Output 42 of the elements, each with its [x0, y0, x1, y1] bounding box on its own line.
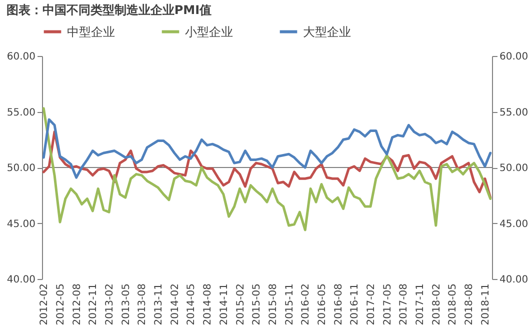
- x-tick-label: 2012-11: [88, 284, 100, 326]
- chart-title: 图表：中国不同类型制造业企业PMI值: [6, 3, 212, 17]
- x-tick-label: 2018-11: [480, 284, 492, 326]
- legend-label: 中型企业: [67, 24, 115, 39]
- x-tick-label: 2014-08: [202, 284, 214, 326]
- x-tick-label: 2012-02: [39, 284, 50, 326]
- x-tick-label: 2018-02: [431, 284, 442, 326]
- x-tick-label: 2017-02: [366, 284, 378, 326]
- x-tick-label: 2017-11: [415, 284, 426, 326]
- x-tick-label: 2016-05: [316, 284, 328, 326]
- x-tick-label: 2015-05: [252, 284, 263, 326]
- y-tick-label: 50.00: [6, 163, 36, 174]
- x-tick-label: 2017-05: [382, 284, 394, 326]
- y-tick-label: 55.00: [6, 107, 36, 118]
- y2-tick-label: 40.00: [500, 274, 528, 286]
- x-tick-label: 2014-05: [186, 284, 198, 326]
- x-tick-label: 2013-11: [154, 284, 165, 326]
- legend-label: 大型企业: [303, 24, 351, 39]
- x-tick-label: 2016-08: [333, 284, 344, 326]
- x-tick-label: 2014-02: [170, 284, 181, 326]
- x-tick-label: 2012-08: [72, 284, 83, 326]
- x-tick-label: 2014-11: [218, 284, 230, 326]
- x-tick-label: 2015-11: [284, 284, 296, 326]
- x-tick-label: 2016-11: [350, 284, 361, 326]
- y-tick-label: 45.00: [6, 218, 36, 230]
- x-tick-label: 2016-02: [300, 284, 312, 326]
- y-tick-label: 40.00: [6, 274, 36, 286]
- x-tick-label: 2017-08: [398, 284, 410, 326]
- x-tick-label: 2015-08: [268, 284, 279, 326]
- x-tick-label: 2015-02: [235, 284, 246, 326]
- y2-tick-label: 50.00: [500, 163, 528, 174]
- x-tick-label: 2013-02: [104, 284, 116, 326]
- y2-tick-label: 45.00: [500, 218, 528, 230]
- y2-tick-label: 55.00: [500, 107, 528, 118]
- x-tick-label: 2018-05: [448, 284, 459, 326]
- x-tick-label: 2012-05: [55, 284, 66, 326]
- legend-label: 小型企业: [185, 24, 233, 39]
- y2-tick-label: 60.00: [500, 52, 528, 62]
- x-tick-label: 2013-08: [137, 284, 148, 326]
- y-tick-label: 60.00: [6, 52, 36, 62]
- x-tick-label: 2013-05: [120, 284, 132, 326]
- x-tick-label: 2018-08: [464, 284, 476, 326]
